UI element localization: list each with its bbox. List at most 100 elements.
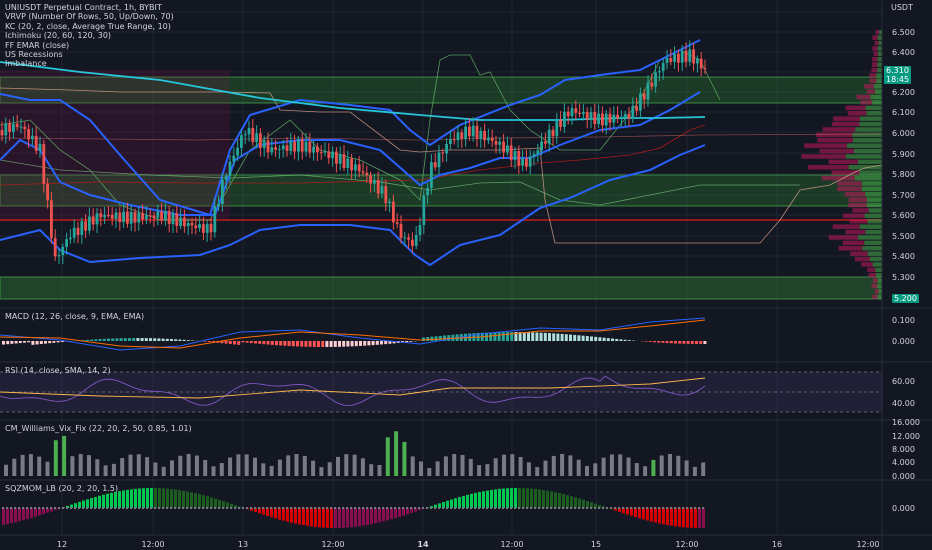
- candle-body: [616, 114, 619, 119]
- sqz-bar: [42, 508, 45, 515]
- candle-body: [521, 158, 524, 166]
- macd-hist-bar: [623, 339, 627, 341]
- macd-hist-bar: [90, 339, 94, 341]
- sqz-dot: [622, 507, 624, 509]
- sqz-bar: [434, 504, 437, 508]
- vix-title[interactable]: CM_Williams_Vix_Fix (22, 20, 2, 50, 0.85…: [5, 424, 192, 433]
- macd-hist-bar: [224, 341, 228, 344]
- candle-body: [585, 112, 589, 120]
- macd-hist-bar: [107, 338, 110, 341]
- time-axis[interactable]: 12 12:00 13 12:00 14 12:00 15 12:00 16 12:00: [57, 540, 880, 549]
- last-price-tag: 6.310 18:45: [884, 66, 912, 84]
- candle-body: [418, 225, 422, 235]
- indicator-ff-emar[interactable]: FF EMAR (close): [5, 40, 70, 50]
- sqz-bar: [438, 503, 441, 508]
- sqz-bar: [406, 508, 409, 515]
- sqz-bar: [98, 495, 101, 508]
- macd-hist-bar: [136, 338, 140, 341]
- sqz-dot: [198, 507, 200, 509]
- vrvp-bar-up: [877, 278, 882, 283]
- candle-body: [72, 227, 76, 238]
- sqz-bar: [686, 508, 689, 528]
- vix-bar: [269, 465, 274, 476]
- vrvp-bar-down: [854, 256, 870, 262]
- vrvp-bar-down: [819, 148, 854, 154]
- candle-body: [251, 128, 255, 143]
- sqz-dot: [102, 507, 104, 509]
- candle-body: [669, 58, 673, 62]
- sqz-bar: [162, 488, 165, 508]
- sqz-dot: [322, 507, 324, 509]
- sqz-dot: [310, 507, 312, 509]
- sqz-dot: [306, 507, 308, 509]
- macd-hist-bar: [627, 340, 631, 341]
- candle-body: [107, 214, 110, 216]
- vrvp-bar-up: [853, 148, 882, 154]
- macd-hist-bar: [648, 341, 652, 342]
- indicator-imbalance[interactable]: Imbalance: [5, 59, 47, 69]
- sqz-bar: [342, 508, 345, 528]
- candle-body: [350, 158, 353, 171]
- rsi-title[interactable]: RSI (14, close, SMA, 14, 2): [5, 366, 111, 375]
- vrvp-bar-up: [879, 30, 882, 35]
- candle-body: [517, 151, 521, 166]
- candle-body: [319, 152, 323, 154]
- sqz-bar: [106, 493, 109, 508]
- vrvp-bar-down: [831, 170, 860, 175]
- sqz-dot: [366, 507, 368, 509]
- candle-body: [259, 133, 262, 149]
- sqz-dot: [158, 507, 160, 509]
- sqz-dot: [382, 507, 384, 509]
- sqz-dot: [562, 507, 564, 509]
- macd-hist-bar: [581, 335, 585, 341]
- sqz-bar: [618, 508, 621, 512]
- sqz-dot: [90, 507, 92, 509]
- candle-body: [88, 216, 91, 231]
- candle-body: [293, 141, 296, 152]
- macd-hist-bar: [81, 340, 85, 341]
- macd-hist-bar: [212, 341, 215, 343]
- vix-bar: [12, 458, 17, 476]
- sqz-dot: [426, 507, 428, 509]
- indicator-us-recessions[interactable]: US Recessions: [5, 50, 63, 60]
- sqz-dot: [362, 507, 364, 509]
- sqz-bar: [130, 489, 133, 508]
- vix-bar: [510, 454, 515, 476]
- vrvp-bar-up: [875, 89, 882, 94]
- time-tick: 14: [417, 540, 429, 549]
- macd-hist-bar: [594, 336, 598, 341]
- vix-bar: [585, 465, 589, 476]
- price-axis[interactable]: 6.500 6.400 6.200 6.100 6.000 5.900 5.800 5.700…: [892, 28, 915, 282]
- indicator-kc[interactable]: KC (20, 2, close, Average True Range, 10…: [5, 21, 171, 31]
- vix-bar: [178, 455, 183, 476]
- sqz-bar: [446, 500, 449, 508]
- vrvp-bar-up: [868, 208, 882, 213]
- candle-body: [312, 146, 315, 153]
- macd-hist-bar: [128, 338, 131, 341]
- vrvp-bar-down: [832, 224, 860, 229]
- vrvp-bar-down: [833, 116, 861, 121]
- sqz-title[interactable]: SQZMOM_LB (20, 2, 20, 1.5): [5, 484, 119, 493]
- indicator-vrvp[interactable]: VRVP (Number Of Rows, 50, Up/Down, 70): [5, 12, 174, 22]
- symbol-title[interactable]: UNIUSDT Perpetual Contract, 1h, BYBIT: [5, 3, 162, 12]
- vix-bar: [153, 462, 158, 476]
- sqz-bar: [642, 508, 645, 520]
- vrvp-bar-down: [828, 235, 859, 240]
- sqz-bar: [250, 508, 253, 511]
- sqz-dot: [142, 507, 144, 509]
- vrvp-bar-down: [873, 51, 879, 57]
- sqz-bar: [150, 488, 153, 508]
- time-tick: 12:00: [500, 540, 523, 549]
- vrvp-bar-down: [868, 273, 877, 278]
- macd-hist-bar: [380, 341, 383, 345]
- indicator-ichimoku[interactable]: Ichimoku (20, 60, 120, 30): [5, 31, 112, 41]
- sqz-bar: [2, 508, 5, 525]
- sqz-bar: [626, 508, 629, 515]
- vrvp-bar-up: [874, 84, 882, 89]
- candle-body: [114, 212, 118, 219]
- candle-body: [570, 108, 574, 117]
- macd-title[interactable]: MACD (12, 26, close, 9, EMA, EMA): [5, 312, 145, 321]
- vrvp-bar-up: [861, 186, 882, 192]
- vix-bar: [485, 464, 490, 476]
